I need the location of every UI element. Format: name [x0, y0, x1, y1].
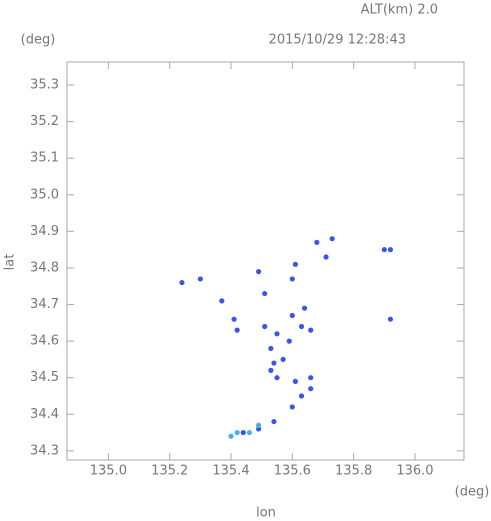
echo-point [234, 429, 240, 436]
echo-point [262, 323, 268, 330]
x-unit: (deg) [455, 485, 490, 500]
echo-point [219, 298, 225, 304]
echo-point [179, 279, 185, 286]
echo-point [271, 360, 277, 366]
echo-point [234, 327, 240, 333]
y-unit: (deg) [21, 33, 56, 48]
y-tick-label: 35.2 [30, 114, 59, 129]
x-tick-label: 135.6 [274, 464, 311, 479]
echo-point [289, 276, 295, 282]
y-tick-label: 34.6 [30, 334, 59, 349]
x-tick-label: 135.2 [151, 464, 188, 479]
echo-point [228, 433, 234, 439]
echo-point [323, 254, 329, 260]
plot-frame [66, 61, 465, 461]
echo-point [271, 418, 277, 425]
y-tick-label: 34.8 [30, 260, 59, 275]
echo-point [381, 247, 387, 253]
y-tick-label: 35.3 [30, 78, 59, 93]
echo-point [197, 276, 203, 282]
echo-point [280, 356, 286, 363]
echo-point [256, 426, 262, 432]
x-tick-label: 135.4 [212, 464, 249, 479]
y-tick-label: 34.9 [30, 224, 59, 239]
echo-point [308, 327, 314, 333]
echo-point [301, 305, 308, 311]
echo-point [268, 345, 274, 352]
echo-point [286, 338, 292, 344]
echo-point [262, 290, 268, 297]
y-tick-label: 34.3 [30, 443, 59, 458]
x-tick-label: 135.8 [335, 464, 372, 479]
echo-point [329, 236, 335, 242]
y-tick-label: 34.7 [30, 297, 59, 312]
echo-point [246, 429, 253, 436]
y-tick-label: 35.0 [30, 187, 59, 202]
echo-point [289, 404, 295, 410]
echo-point [308, 375, 314, 381]
echo-point [240, 429, 246, 436]
y-axis-label: lat [3, 254, 18, 271]
echo-point [289, 312, 295, 319]
echo-point [274, 331, 280, 337]
y-tick-label: 34.5 [30, 370, 59, 385]
echo-point [298, 393, 305, 399]
echo-point [292, 378, 298, 384]
echo-point [274, 375, 280, 381]
chart-subtitle: ALT(km) 2.0 [361, 3, 438, 18]
echo-point [314, 239, 320, 245]
x-tick-label: 136.0 [396, 464, 433, 479]
x-tick-label: 135.0 [90, 464, 127, 479]
echo-point [256, 269, 262, 275]
echo-point [268, 367, 274, 373]
chart-title: 2015/10/29 12:28:43 [269, 33, 406, 48]
echo-point [387, 316, 394, 322]
y-tick-label: 34.4 [30, 407, 59, 422]
y-tick-label: 35.1 [30, 151, 59, 166]
echo-point [308, 386, 314, 392]
echo-point [298, 323, 305, 330]
echo-point [256, 422, 262, 428]
echo-point [292, 261, 298, 267]
echo-point [231, 316, 237, 322]
x-axis-label: lon [256, 506, 276, 521]
echo-point [387, 247, 394, 253]
